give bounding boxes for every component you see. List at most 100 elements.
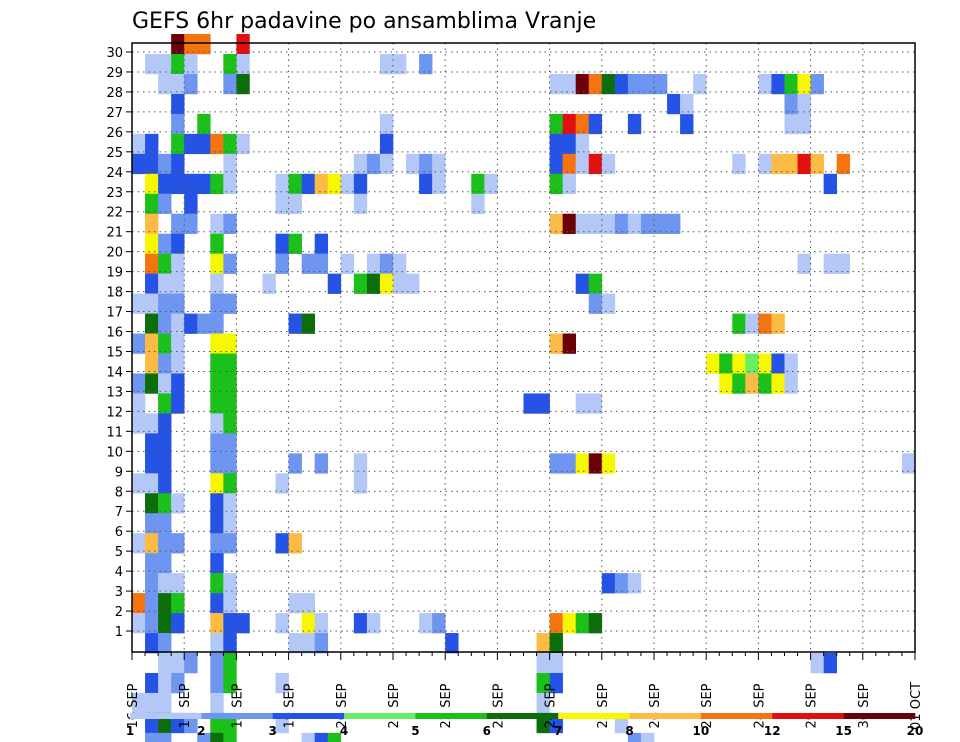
heatmap-cell [197,173,211,195]
heatmap-cell [158,672,172,694]
heatmap-cell [654,73,668,95]
heatmap-cell [588,153,603,175]
heatmap-cell [314,633,329,654]
heatmap-cell [562,213,576,234]
heatmap-cell [314,253,329,274]
heatmap-cell [823,253,837,274]
heatmap-cell [797,153,811,175]
x-tick-label: 23 SEP [491,683,506,728]
heatmap-cell [575,453,590,474]
heatmap-cell [210,453,224,474]
colorbar-label: 10 [693,724,710,738]
heatmap-cell [784,73,798,95]
heatmap-cell [171,93,185,115]
heatmap-cell [732,373,746,394]
heatmap-cell [732,313,746,334]
heatmap-cell [536,653,550,674]
heatmap-cell [158,692,172,714]
heatmap-cell [171,493,185,514]
heatmap-cell [236,133,250,155]
heatmap-cell [680,113,694,135]
heatmap-cell [145,253,159,274]
heatmap-cell [288,173,302,195]
heatmap-cell [836,153,851,175]
heatmap-cell [627,573,642,594]
heatmap-cell [158,193,172,215]
heatmap-cell [601,213,616,234]
heatmap-cell [379,253,394,274]
y-tick-label: 6 [115,525,123,540]
heatmap-cell [549,133,563,155]
heatmap-cell [145,433,159,454]
y-tick-label: 18 [106,286,123,301]
heatmap-cell [158,153,172,175]
heatmap-cell [680,93,694,115]
heatmap-cell [184,73,198,95]
heatmap-cell [210,593,224,614]
heatmap-cell [823,173,837,195]
heatmap-cell [588,613,603,634]
y-tick-label: 20 [106,246,123,261]
heatmap-cell [549,453,563,474]
heatmap-cell [210,353,224,374]
heatmap-cell [627,732,642,742]
heatmap-cell [275,473,289,494]
heatmap-cell [145,633,159,654]
heatmap-cell [158,613,172,634]
heatmap-cell [197,313,211,334]
heatmap-cell [340,173,355,195]
heatmap-cell [549,653,563,674]
y-tick-label: 4 [115,565,123,580]
heatmap-cell [145,692,159,714]
heatmap-cell [275,173,289,195]
heatmap-cell [393,253,407,274]
colorbar-segment [629,713,702,719]
heatmap-cell [171,173,185,195]
heatmap-cell [327,273,342,294]
heatmap-cell [379,153,394,175]
heatmap-cell [588,293,603,314]
heatmap-cell [614,73,629,95]
heatmap-cell [314,453,329,474]
heatmap-cell [549,613,563,634]
heatmap-cell [210,672,224,694]
heatmap-cell [379,273,394,294]
heatmap-cell [732,353,746,374]
heatmap-cell [132,373,146,394]
heatmap-cell [223,732,237,742]
heatmap-cell [406,153,420,175]
x-tick-label: 16 SEP [126,683,141,728]
heatmap-cell [366,153,381,175]
x-tick-label: 25 SEP [596,683,611,728]
heatmap-cell [784,373,798,394]
heatmap-cell [210,413,224,434]
heatmap-cell [353,473,368,494]
heatmap-cell [549,173,563,195]
colorbar: 1 2 3 4 5 6 7 8 10 12 15 20 [126,713,923,738]
heatmap-cell [379,53,394,75]
heatmap-cell [223,513,237,534]
y-tick-label: 2 [115,605,123,620]
heatmap-cell [210,633,224,654]
heatmap-cell [158,353,172,374]
heatmap-cell [223,73,237,95]
heatmap-cell [145,533,159,554]
heatmap-cell [210,313,224,334]
heatmap-cell [158,53,172,75]
heatmap-cell [145,453,159,474]
heatmap-cell [366,273,381,294]
heatmap-cell [171,313,185,334]
heatmap-cell [132,692,146,714]
heatmap-cell [640,732,655,742]
heatmap-cell [158,73,172,95]
heatmap-cell [353,453,368,474]
heatmap-cell [184,193,198,215]
colorbar-label: 2 [197,724,205,738]
y-tick-label: 27 [106,106,123,121]
heatmap-cell [562,613,576,634]
heatmap-cell [588,393,603,414]
heatmap-cell [301,613,315,634]
heatmap-cell [158,732,172,742]
heatmap-cell [327,173,342,195]
